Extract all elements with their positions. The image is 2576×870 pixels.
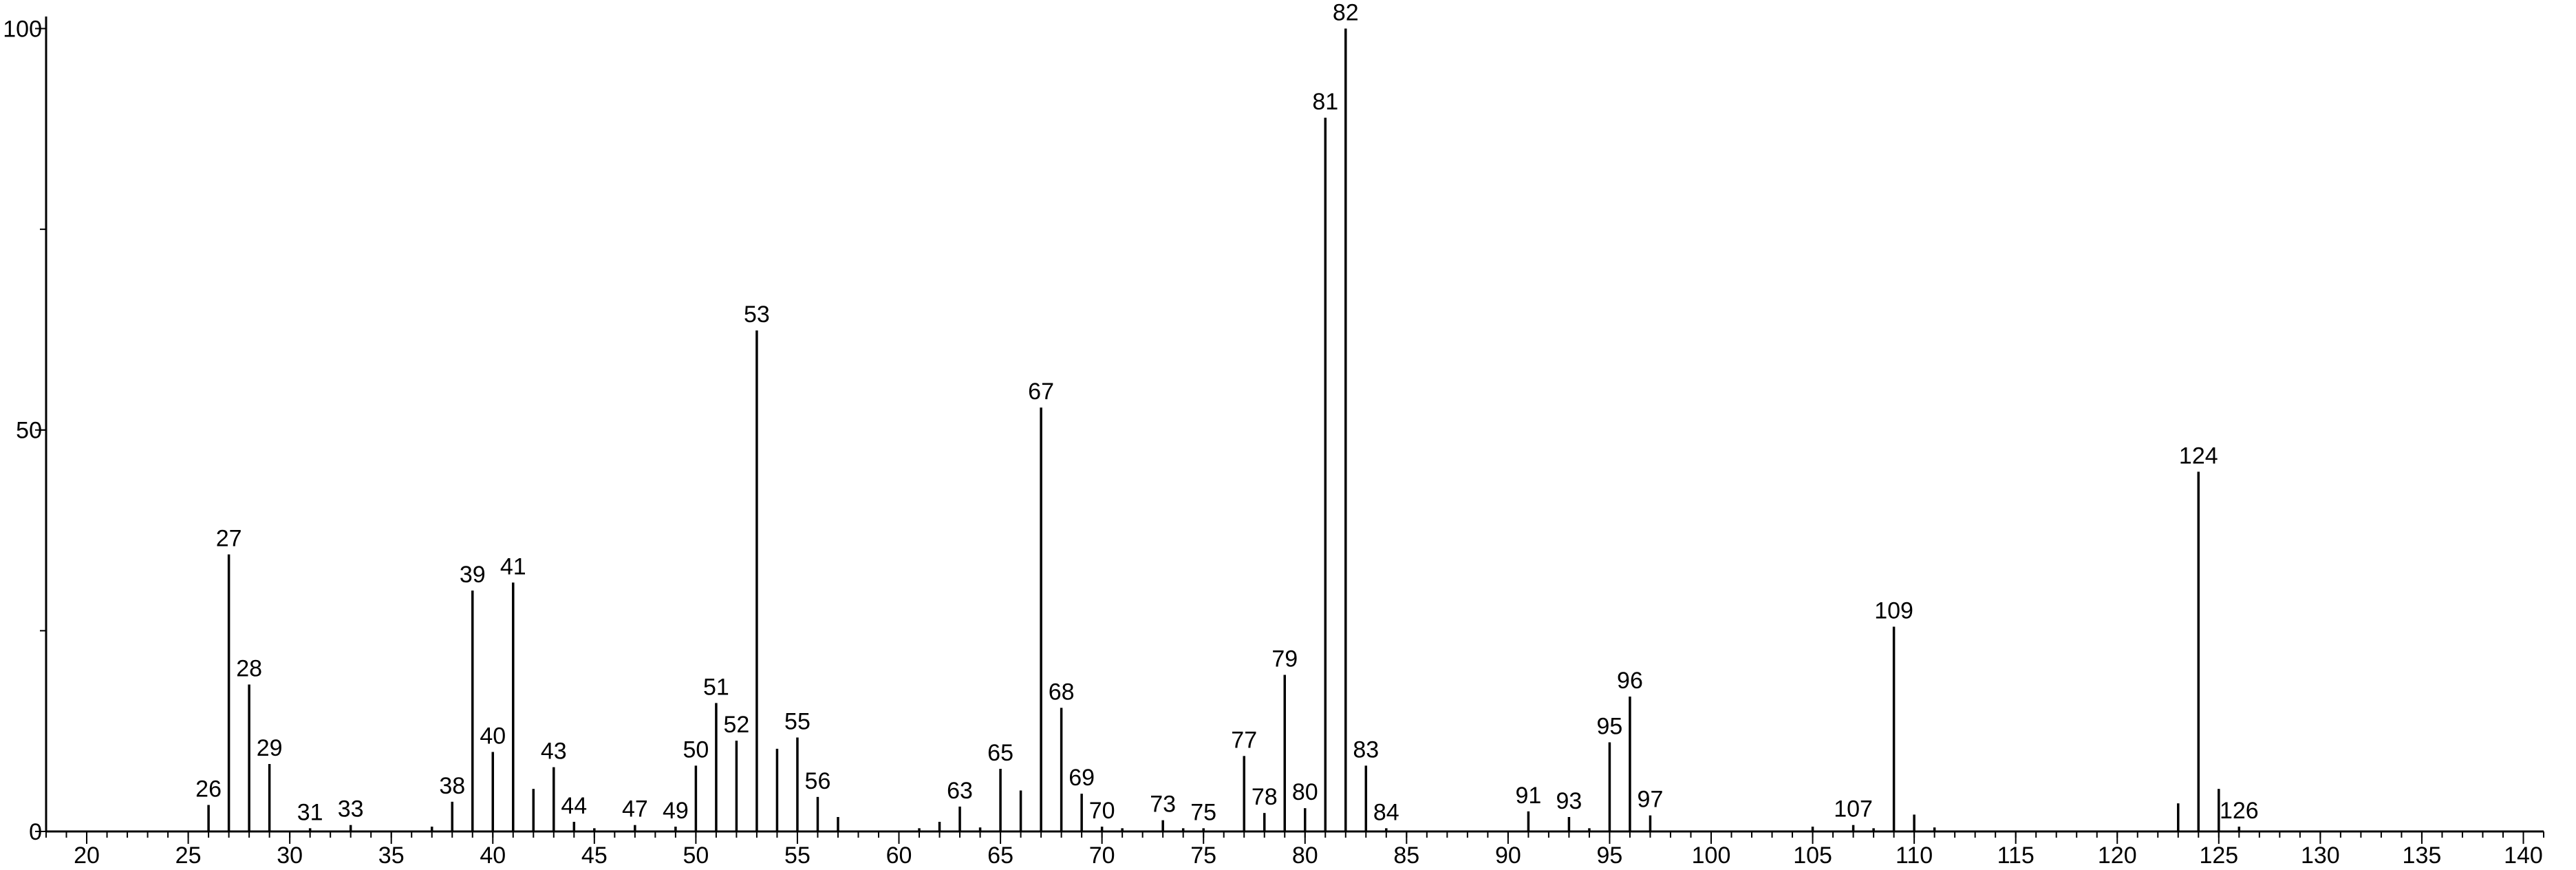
peak-label: 52 [724,712,750,738]
peak-label: 70 [1089,798,1115,824]
peak-label: 67 [1028,379,1054,405]
peak-label: 107 [1834,796,1873,823]
peak-label: 63 [947,778,973,804]
peak-label: 77 [1231,727,1257,753]
x-tick-label: 125 [2199,842,2238,869]
x-tick-label: 85 [1393,842,1419,869]
peak-label: 39 [460,562,486,588]
peak-label: 126 [2220,798,2259,824]
peak-label: 56 [805,768,831,794]
x-tick-label: 25 [175,842,202,869]
peak-label: 28 [236,656,262,682]
peak-label: 81 [1312,89,1338,115]
peak-label: 75 [1190,799,1216,825]
peak-label: 82 [1333,0,1359,25]
peak-label: 96 [1617,668,1643,694]
peak-label: 27 [216,526,242,552]
peak-label: 47 [622,796,648,823]
x-tick-label: 90 [1495,842,1521,869]
peak-label: 95 [1597,714,1623,740]
peak-label: 49 [663,798,689,824]
peak-label: 69 [1069,765,1095,791]
x-tick-label: 120 [2098,842,2137,869]
peak-label: 43 [541,739,567,765]
x-tick-label: 105 [1793,842,1832,869]
peak-label: 84 [1373,799,1399,825]
x-tick-label: 80 [1292,842,1318,869]
x-tick-label: 135 [2403,842,2442,869]
peak-label: 44 [561,793,587,819]
peak-label: 93 [1556,788,1582,814]
x-tick-label: 30 [277,842,303,869]
x-tick-label: 65 [987,842,1013,869]
peak-label: 53 [744,301,770,328]
x-tick-label: 40 [480,842,506,869]
peak-label: 40 [480,723,506,750]
x-tick-label: 75 [1190,842,1216,869]
peak-label: 109 [1874,598,1913,624]
peak-label: 50 [683,736,709,763]
x-tick-label: 110 [1896,842,1933,869]
peak-label: 26 [195,776,222,803]
peak-label: 65 [987,740,1013,766]
peak-label: 55 [784,709,811,735]
peak-label: 38 [439,773,465,799]
x-tick-label: 60 [886,842,912,869]
peak-label: 68 [1049,679,1075,705]
peak-label: 31 [297,799,323,825]
x-tick-label: 95 [1597,842,1623,869]
peak-label: 41 [500,553,526,580]
peak-label: 91 [1515,783,1541,809]
x-tick-label: 140 [2504,842,2543,869]
x-tick-label: 35 [378,842,405,869]
x-tick-label: 50 [683,842,709,869]
peak-label: 83 [1353,736,1379,763]
y-tick-label: 100 [3,16,42,42]
y-tick-label: 0 [29,819,42,845]
peak-label: 51 [703,674,729,700]
peak-label: 79 [1271,646,1298,672]
y-tick-label: 50 [16,418,42,444]
peak-label: 73 [1150,792,1176,818]
peak-label: 29 [257,735,283,761]
peak-label: 80 [1292,779,1318,805]
x-tick-label: 70 [1089,842,1115,869]
x-tick-label: 100 [1692,842,1731,869]
peak-label: 124 [2179,443,2218,469]
peak-label: 78 [1252,784,1278,810]
x-tick-label: 130 [2301,842,2340,869]
x-tick-label: 115 [1997,842,2035,869]
peak-label: 97 [1638,787,1664,813]
x-tick-label: 20 [74,842,100,869]
peak-label: 33 [338,796,364,823]
x-tick-label: 45 [581,842,608,869]
x-tick-label: 55 [784,842,811,869]
